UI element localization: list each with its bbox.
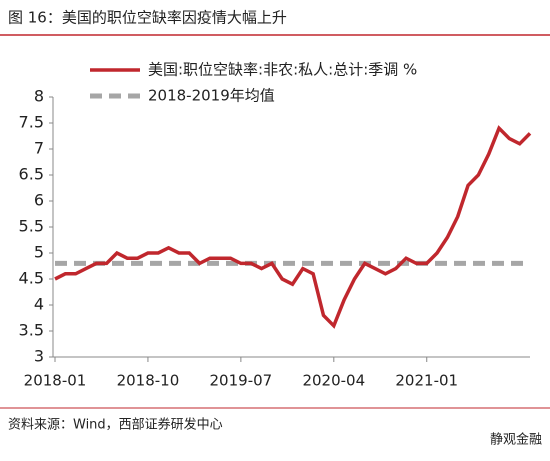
y-tick-label: 4 xyxy=(34,295,44,314)
x-tick-label: 2018-10 xyxy=(117,372,180,390)
x-tick-label: 2019-07 xyxy=(210,372,273,390)
x-tick-label: 2020-04 xyxy=(302,372,365,390)
source: 资料来源：Wind，西部证券研发中心 xyxy=(8,417,223,433)
y-tick-label: 4.5 xyxy=(19,269,44,288)
y-tick-label: 5 xyxy=(34,243,44,262)
legend-label: 美国:职位空缺率:非农:私人:总计:季调 % xyxy=(148,61,417,79)
watermark: 静观金融 xyxy=(490,432,542,448)
y-tick-label: 6 xyxy=(34,191,44,210)
y-tick-label: 6.5 xyxy=(19,165,44,184)
y-tick-label: 7.5 xyxy=(19,113,44,132)
y-tick-label: 5.5 xyxy=(19,217,44,236)
chart-title: 图 16：美国的职位空缺率因疫情大幅上升 xyxy=(8,9,287,27)
series-line xyxy=(54,125,532,329)
legend-label: 2018-2019年均值 xyxy=(148,87,275,105)
y-tick-label: 3 xyxy=(34,347,44,366)
y-tick-label: 3.5 xyxy=(19,321,44,340)
x-tick-label: 2021-01 xyxy=(395,372,458,390)
y-tick-label: 7 xyxy=(34,139,44,158)
y-tick-label: 8 xyxy=(34,87,44,106)
x-tick-label: 2018-01 xyxy=(24,372,87,390)
